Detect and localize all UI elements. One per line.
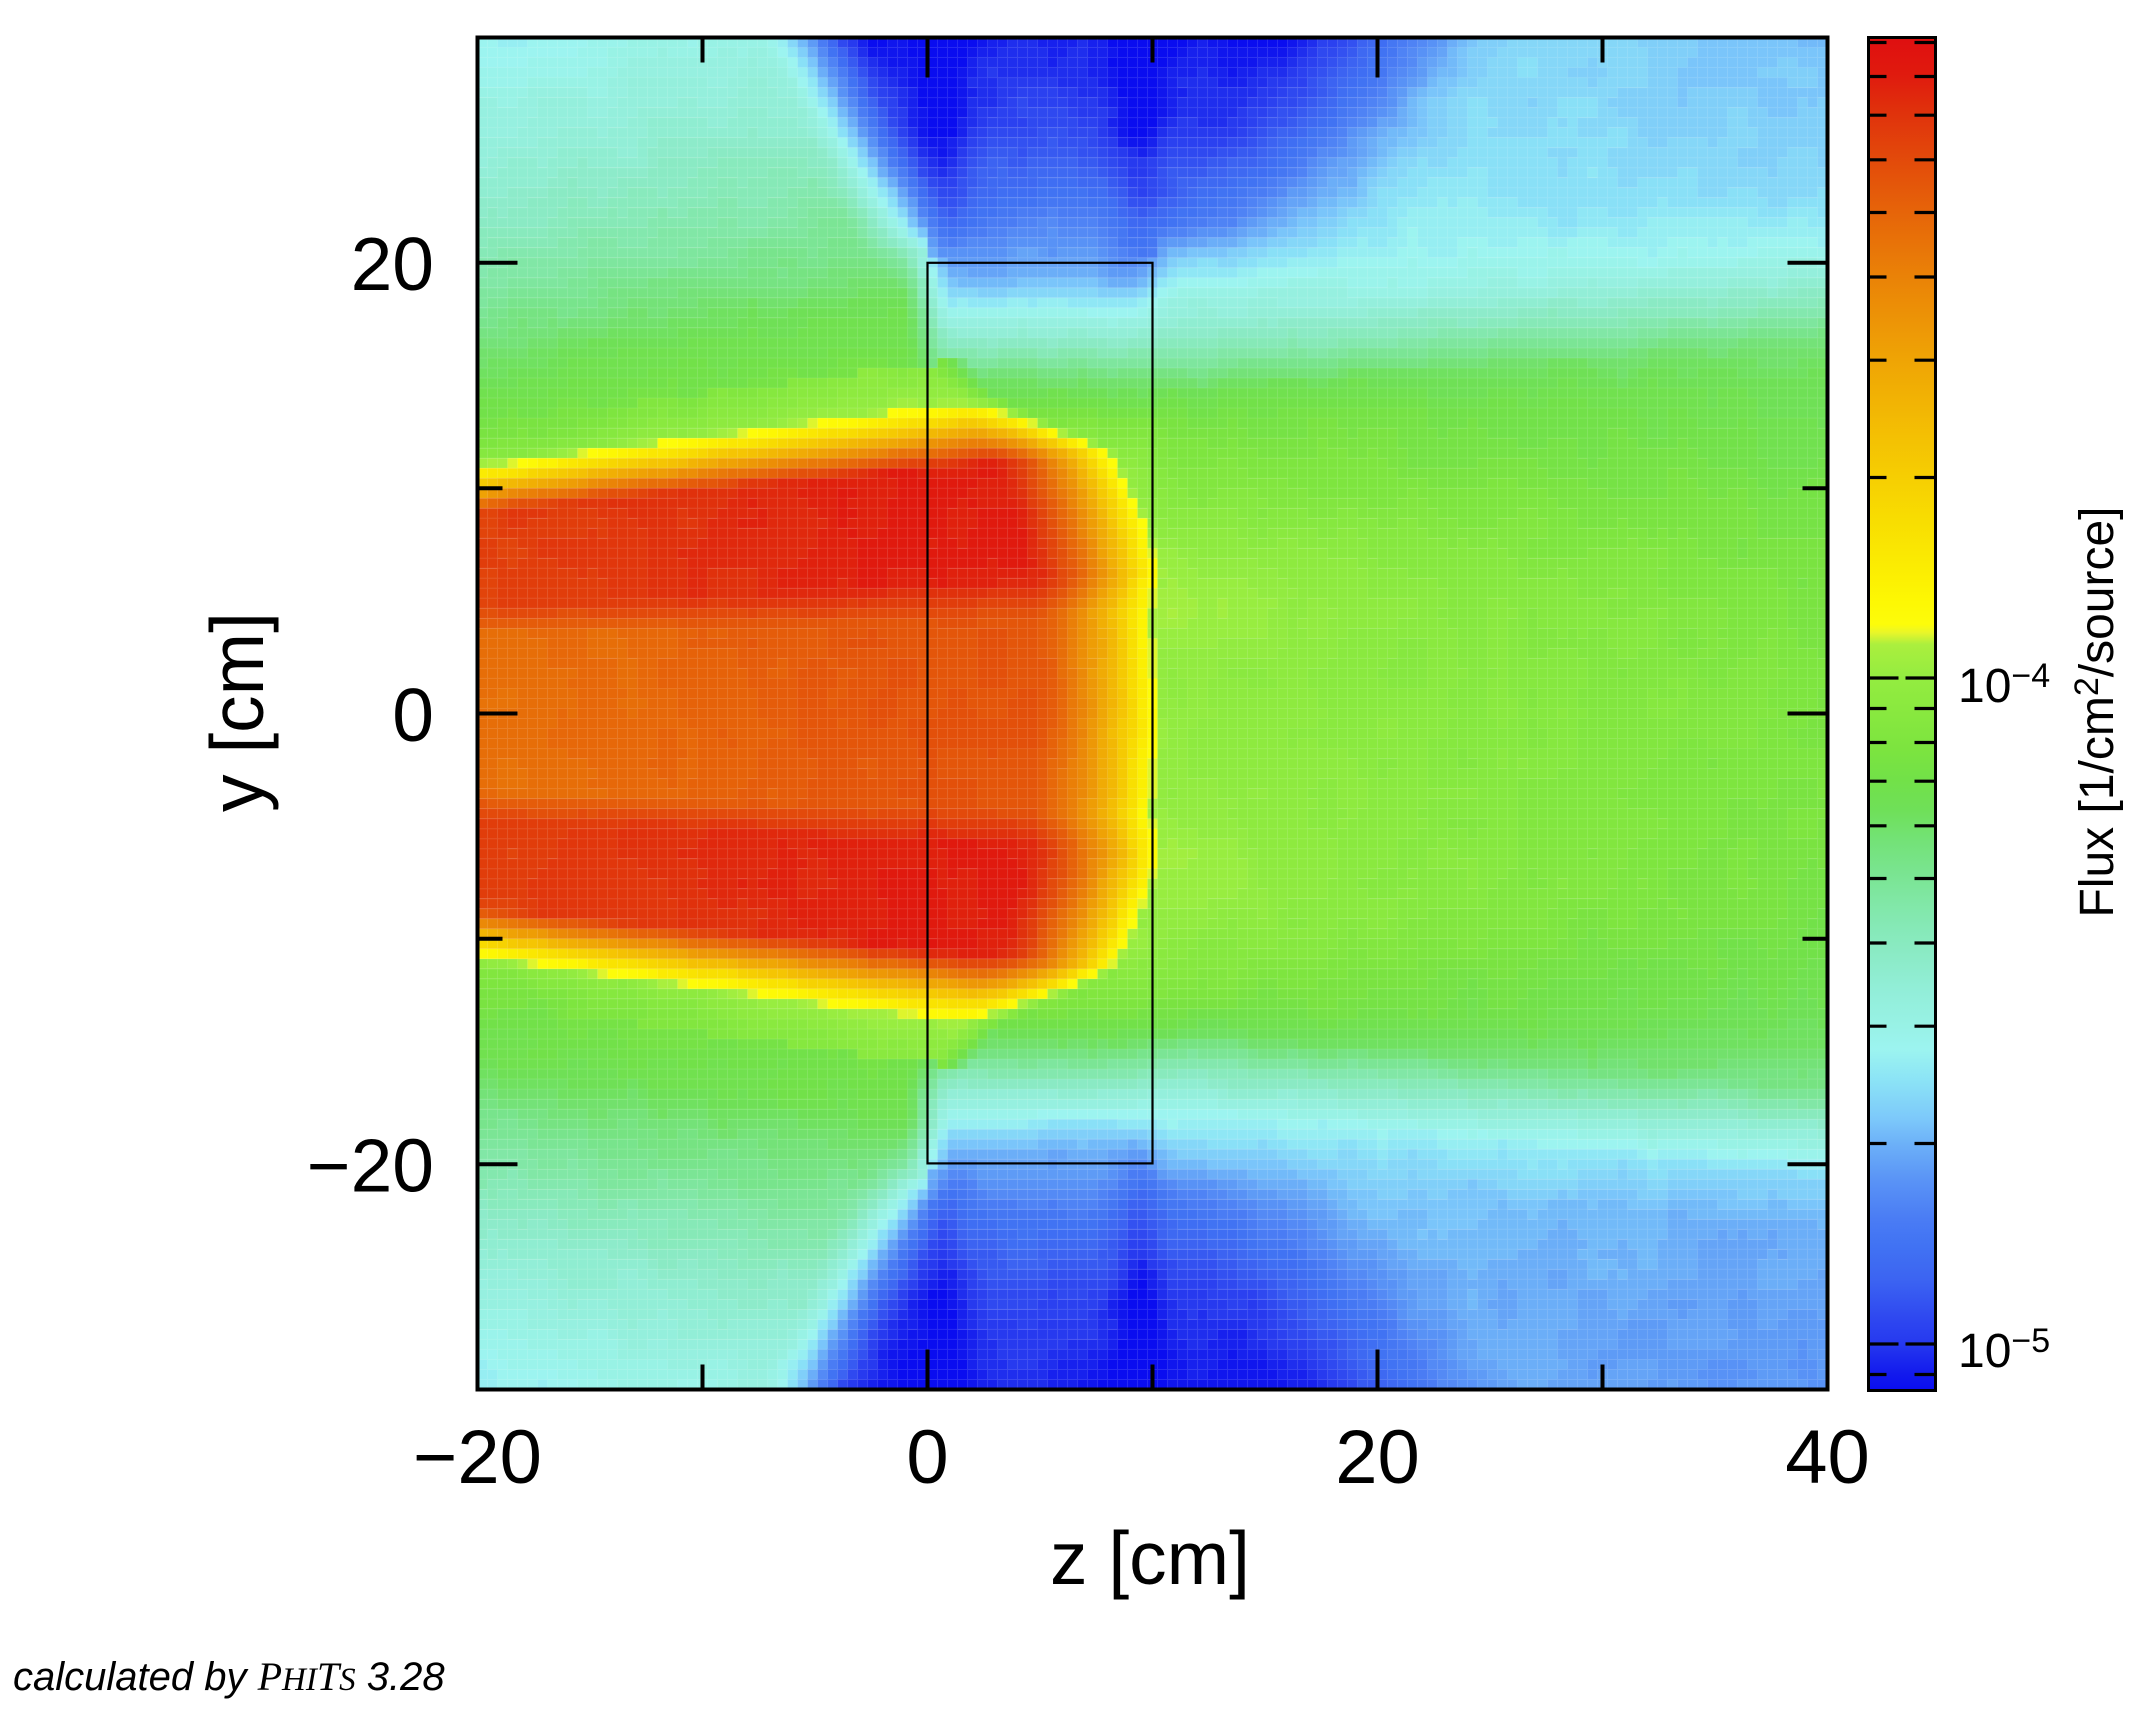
svg-text:−20: −20 [413,1415,542,1500]
svg-text:40: 40 [1785,1415,1870,1500]
svg-text:0: 0 [392,673,434,757]
svg-text:0: 0 [906,1415,948,1500]
svg-text:Flux [1/cm2/source]: Flux [1/cm2/source] [2068,506,2124,917]
svg-text:y [cm]: y [cm] [195,612,279,812]
svg-text:20: 20 [351,222,434,306]
svg-text:calculated by PHITS 3.28: calculated by PHITS 3.28 [13,1654,445,1699]
svg-text:10−5: 10−5 [1958,1322,2050,1378]
svg-text:20: 20 [1335,1415,1420,1500]
svg-text:−20: −20 [307,1124,434,1208]
svg-text:z [cm]: z [cm] [1050,1516,1250,1600]
